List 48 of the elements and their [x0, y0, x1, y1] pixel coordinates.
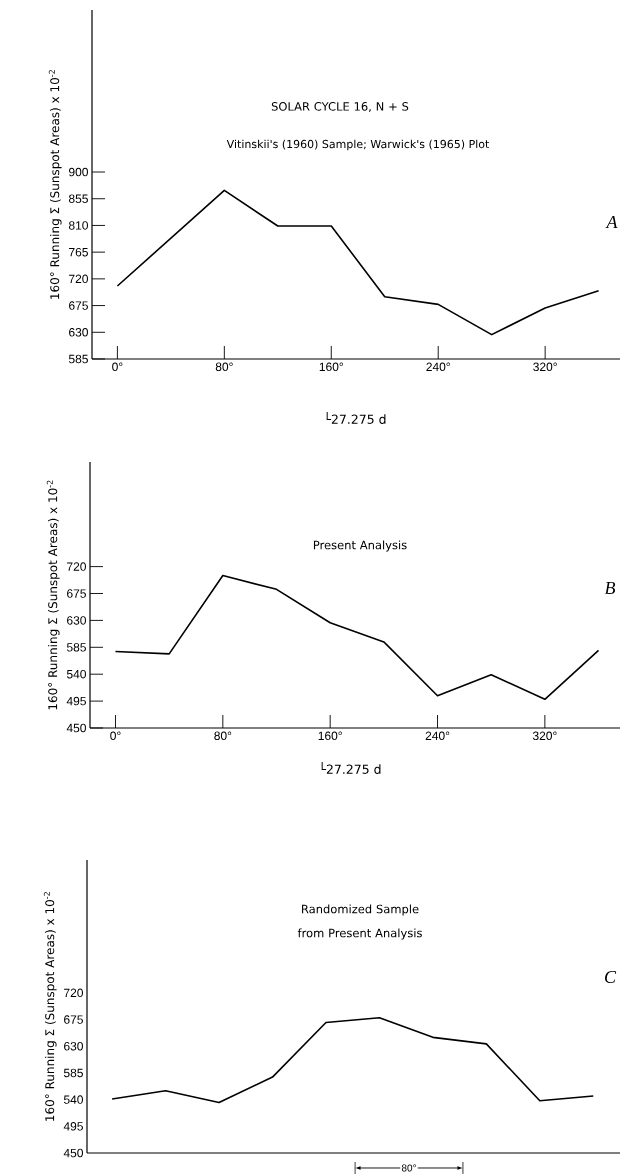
x-tick-label: 160° — [318, 731, 342, 741]
y-tick-label: 585 — [66, 643, 86, 652]
y-tick-label: 540 — [66, 669, 86, 679]
x-tick-label: 320° — [533, 362, 557, 372]
y-tick-label: 720 — [64, 988, 83, 998]
y-tick-label: 900 — [69, 167, 88, 177]
x-axis-title: └27.275 d — [321, 762, 381, 774]
x-tick-label: 240° — [425, 731, 450, 741]
y-tick-label: 495 — [66, 696, 86, 706]
y-tick-label: 675 — [64, 1015, 83, 1024]
x-axis-title: └27.275 d — [326, 412, 386, 424]
x-tick-label: 160° — [319, 362, 343, 372]
x-tick-label: 0° — [110, 731, 121, 741]
y-axis-title: 160° Running Σ (Sunspot Areas) x 10$^{-2}$ — [48, 70, 62, 299]
x-tick-label: 240° — [426, 362, 450, 372]
y-axis-title: 160° Running Σ (Sunspot Areas) x 10$^{-2}$ — [46, 480, 60, 710]
annotation: C — [605, 970, 617, 984]
x-tick-label: 0° — [112, 362, 123, 372]
y-tick-label: 675 — [69, 301, 88, 310]
text: Randomized Sample from Present Analysis — [297, 904, 422, 940]
x-tick-label: 80° — [214, 731, 232, 741]
y-tick-label: 630 — [67, 616, 86, 625]
annotation: B — [604, 582, 616, 594]
line-series — [111, 1016, 595, 1104]
y-tick-label: 495 — [63, 1122, 83, 1131]
y-axis-title: 160° Running Σ (Sunspot Areas) x 10$^{-2}$ — [43, 892, 57, 1121]
y-tick-label: 675 — [67, 589, 86, 598]
x-tick-label: 80° — [215, 362, 233, 372]
y-tick-label: 450 — [63, 1148, 83, 1158]
y-tick-label: 720 — [67, 562, 86, 571]
y-tick-label: 585 — [63, 1068, 83, 1078]
text: 80° — [401, 1164, 416, 1172]
text: Present Analysis — [313, 540, 407, 552]
y-tick-label: 450 — [66, 723, 86, 733]
text: SOLAR CYCLE 16, N + S — [271, 102, 409, 112]
annotation: A — [605, 216, 618, 228]
y-tick-label: 585 — [68, 354, 88, 364]
line-series — [114, 574, 600, 701]
y-tick-label: 540 — [63, 1095, 83, 1104]
line-series — [116, 189, 600, 336]
x-tick-label: 320° — [532, 731, 557, 741]
text: Vitinskii's (1960) Sample; Warwick's (1965) Plot — [226, 139, 490, 151]
y-tick-label: 630 — [64, 1041, 83, 1051]
y-tick-label: 765 — [69, 247, 88, 257]
y-tick-label: 810 — [68, 221, 88, 230]
y-tick-label: 855 — [68, 194, 88, 203]
y-tick-label: 720 — [69, 274, 88, 284]
y-tick-label: 630 — [69, 328, 88, 337]
